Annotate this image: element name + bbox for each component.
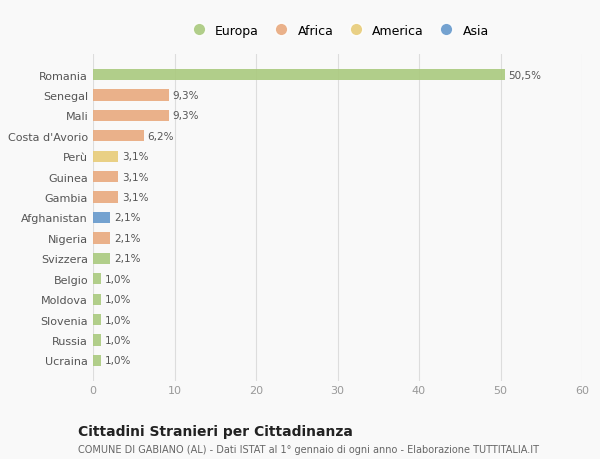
Bar [93,151,118,162]
Text: 6,2%: 6,2% [148,132,174,141]
Bar [93,233,110,244]
Bar [93,172,118,183]
Bar [93,274,101,285]
Text: 2,1%: 2,1% [114,254,140,264]
Text: 9,3%: 9,3% [173,91,199,101]
Bar [93,355,101,366]
Bar [93,213,110,224]
Bar [93,335,101,346]
Bar [93,90,169,101]
Bar [93,253,110,264]
Bar [93,192,118,203]
Text: 3,1%: 3,1% [122,152,149,162]
Text: 2,1%: 2,1% [114,213,140,223]
Text: 50,5%: 50,5% [509,71,542,80]
Text: 1,0%: 1,0% [105,335,131,345]
Text: 9,3%: 9,3% [173,111,199,121]
Text: 1,0%: 1,0% [105,356,131,365]
Bar [93,131,143,142]
Text: 1,0%: 1,0% [105,315,131,325]
Text: 1,0%: 1,0% [105,274,131,284]
Text: COMUNE DI GABIANO (AL) - Dati ISTAT al 1° gennaio di ogni anno - Elaborazione TU: COMUNE DI GABIANO (AL) - Dati ISTAT al 1… [78,444,539,454]
Legend: Europa, Africa, America, Asia: Europa, Africa, America, Asia [184,22,491,40]
Text: 2,1%: 2,1% [114,233,140,243]
Bar [93,70,505,81]
Bar [93,294,101,305]
Bar [93,111,169,122]
Text: Cittadini Stranieri per Cittadinanza: Cittadini Stranieri per Cittadinanza [78,425,353,438]
Bar [93,314,101,325]
Text: 3,1%: 3,1% [122,193,149,203]
Text: 3,1%: 3,1% [122,172,149,182]
Text: 1,0%: 1,0% [105,295,131,304]
